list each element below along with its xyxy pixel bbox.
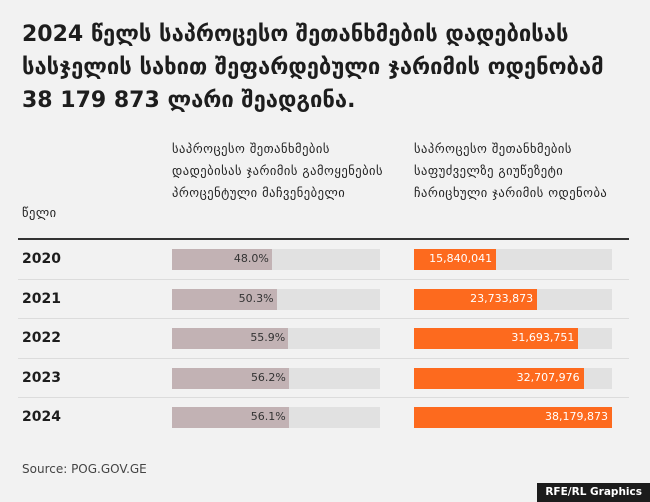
- percentage-bar: [172, 367, 289, 389]
- percentage-bar: [172, 288, 277, 310]
- percentage-value-label: 55.9%: [250, 331, 286, 345]
- percentage-bar-track: 50.3%: [172, 288, 380, 310]
- table-row: 2020 48.0% 15,840,041: [18, 240, 629, 280]
- amount-value-label: 38,179,873: [545, 410, 608, 424]
- year-label: 2021: [22, 290, 61, 307]
- percentage-bar: [172, 407, 289, 429]
- percentage-value-label: 50.3%: [238, 291, 274, 305]
- table-row: 2023 56.2% 32,707,976: [18, 359, 629, 399]
- percentage-value-label: 48.0%: [233, 252, 269, 265]
- year-label: 2022: [22, 330, 61, 347]
- table-row: 2022 55.9% 31,693,751: [18, 319, 629, 359]
- amount-bar: [414, 407, 612, 429]
- column-header-year: წელი: [22, 205, 57, 220]
- amount-bar: [414, 328, 579, 350]
- amount-bar: [414, 249, 497, 270]
- year-label: 2020: [22, 251, 61, 267]
- table-row: 2024 56.1% 38,179,873: [18, 398, 629, 438]
- graphics-credit: RFE/RL Graphics: [537, 483, 650, 502]
- table-row: 2021 50.3% 23,733,873: [18, 280, 629, 320]
- percentage-bar: [172, 249, 272, 270]
- percentage-value-label: 56.2%: [250, 370, 286, 384]
- year-label: 2023: [22, 369, 61, 386]
- amount-value-label: 31,693,751: [511, 331, 575, 345]
- percentage-bar-track: 56.2%: [172, 367, 380, 389]
- source-note: Source: POG.GOV.GE: [22, 462, 147, 476]
- column-header-amount: საპროცესო შეთანხმების საფუძველზე გიუწეზე…: [414, 141, 608, 200]
- percentage-bar-track: 56.1%: [172, 407, 380, 429]
- header-rule: [18, 238, 629, 240]
- percentage-bar-track: 55.9%: [172, 328, 380, 350]
- chart-title: 2024 წელს საპროცესო შეთანხმების დადებისა…: [22, 22, 604, 113]
- percentage-bar-track: 48.0%: [172, 249, 380, 270]
- chart-rows: 2020 48.0% 15,840,041 2021 50.3% 23,733,873 20…: [18, 240, 629, 438]
- amount-value-label: 15,840,041: [429, 252, 493, 265]
- amount-value-label: 32,707,976: [516, 370, 580, 384]
- year-label: 2024: [22, 409, 61, 426]
- amount-bar-track: 38,179,873: [414, 407, 612, 429]
- amount-bar-track: 15,840,041: [414, 249, 612, 270]
- amount-value-label: 23,733,873: [470, 291, 534, 305]
- amount-bar: [414, 288, 538, 310]
- amount-bar-track: 31,693,751: [414, 328, 612, 350]
- percentage-value-label: 56.1%: [250, 410, 286, 424]
- column-header-percentage: საპროცესო შეთანხმების დადებისას ჯარიმის …: [172, 141, 384, 200]
- amount-bar-track: 32,707,976: [414, 367, 612, 389]
- amount-bar-track: 23,733,873: [414, 288, 612, 310]
- percentage-bar: [172, 328, 289, 350]
- amount-bar: [414, 367, 584, 389]
